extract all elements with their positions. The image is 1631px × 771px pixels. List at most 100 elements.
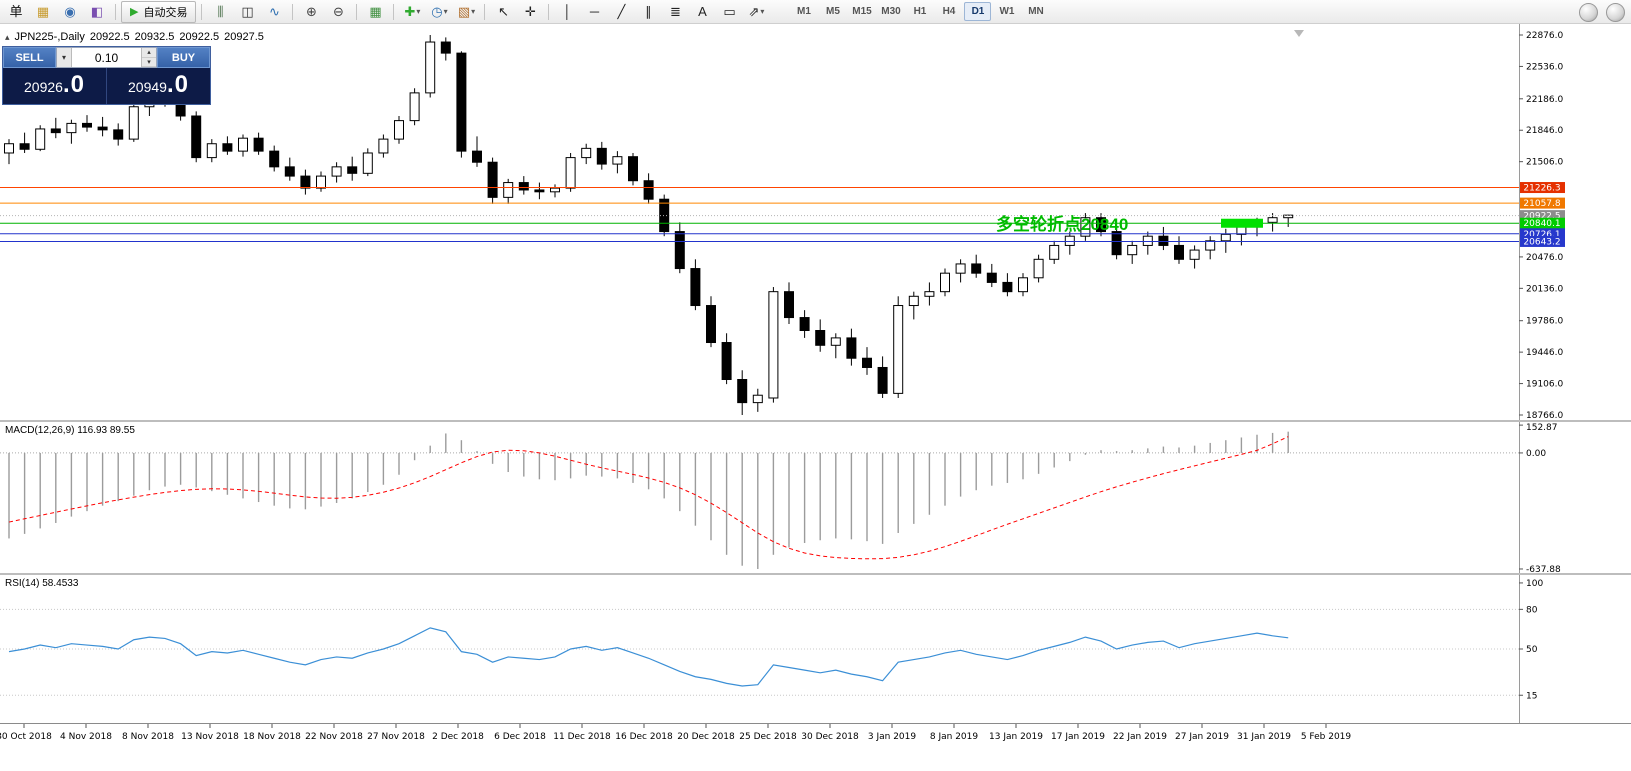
zoom-in-icon[interactable]: ⊕ bbox=[298, 2, 324, 22]
cursor-tool-icon[interactable]: ↖ bbox=[490, 2, 516, 22]
bar-chart-mode-icon[interactable]: ⫼ bbox=[207, 2, 233, 22]
timeframe-button-m30[interactable]: M30 bbox=[881, 6, 901, 17]
candle-body bbox=[82, 122, 92, 128]
templates-button-dropdown-icon[interactable]: ▾ bbox=[471, 6, 476, 16]
text-tool-icon[interactable]: A bbox=[689, 2, 715, 22]
crosshair-tool-icon[interactable]: ✛ bbox=[517, 2, 543, 22]
indicators-button-dropdown-icon[interactable]: ▾ bbox=[416, 6, 421, 16]
candle-body bbox=[1267, 217, 1278, 223]
candle-body bbox=[940, 272, 950, 293]
candle-body bbox=[316, 175, 326, 189]
new-chart-icon[interactable]: ▦ bbox=[30, 2, 56, 22]
candle-body bbox=[1096, 217, 1106, 233]
arrows-tool-icon-dropdown-icon[interactable]: ▾ bbox=[760, 6, 765, 16]
timeframe-button-mn[interactable]: MN bbox=[1028, 6, 1044, 17]
volume-control: ▾ 0.10 ▴ ▾ bbox=[56, 47, 157, 68]
floating-icon-2[interactable] bbox=[1606, 3, 1625, 22]
sell-button[interactable]: SELL bbox=[3, 47, 56, 68]
panel-splitter-1[interactable] bbox=[0, 420, 1631, 422]
timeframe-button-m15[interactable]: M15 bbox=[852, 6, 872, 17]
volume-up-icon[interactable]: ▴ bbox=[142, 48, 156, 58]
new-chart-icon-glyph: ▦ bbox=[36, 4, 50, 19]
volume-down-icon[interactable]: ▾ bbox=[142, 57, 156, 67]
arrows-tool-icon[interactable]: ⇗ ▾ bbox=[743, 2, 769, 22]
templates-button[interactable]: ▧ ▾ bbox=[453, 2, 479, 22]
time-axis-label: 6 Dec 2018 bbox=[494, 732, 546, 742]
floating-icon-1[interactable] bbox=[1579, 3, 1598, 22]
candle-body bbox=[472, 150, 482, 163]
candle-body bbox=[50, 128, 61, 134]
candle-body bbox=[253, 137, 264, 152]
timeframe-button-h1[interactable]: H1 bbox=[913, 6, 927, 17]
fibonacci-tool-icon[interactable]: ≣ bbox=[662, 2, 688, 22]
profiles-icon[interactable]: ◉ bbox=[57, 2, 83, 22]
periods-button-glyph: ◷ bbox=[431, 4, 443, 19]
time-axis-label: 31 Jan 2019 bbox=[1237, 732, 1291, 742]
chart-shift-marker bbox=[1294, 30, 1304, 37]
fibonacci-tool-icon-glyph: ≣ bbox=[670, 4, 681, 19]
vertical-line-tool-icon[interactable]: │ bbox=[554, 2, 580, 22]
candle-body bbox=[66, 122, 77, 134]
macd-signal-line bbox=[8, 436, 1289, 560]
channel-tool-icon[interactable]: ∥ bbox=[635, 2, 661, 22]
price-tag bbox=[1520, 228, 1565, 240]
periods-button-dropdown-icon[interactable]: ▾ bbox=[443, 6, 448, 16]
line-chart-mode-icon[interactable]: ∿ bbox=[261, 2, 287, 22]
periods-button[interactable]: ◷ ▾ bbox=[426, 2, 452, 22]
trendline-tool-icon[interactable]: ╱ bbox=[608, 2, 634, 22]
rsi-axis-label: 80 bbox=[1526, 605, 1538, 615]
candle-body bbox=[768, 291, 779, 399]
candle-body bbox=[1002, 281, 1013, 293]
toolbar-separator bbox=[356, 3, 358, 20]
timeframe-button-w1[interactable]: W1 bbox=[999, 6, 1015, 17]
indicators-button[interactable]: ✚ ▾ bbox=[399, 2, 425, 22]
volume-value[interactable]: 0.10 bbox=[94, 50, 119, 65]
time-axis-label: 27 Jan 2019 bbox=[1175, 732, 1229, 742]
zoom-in-icon-glyph: ⊕ bbox=[306, 4, 317, 19]
rsi-canvas[interactable]: 100 80 50 15 bbox=[0, 575, 1631, 723]
candle-body bbox=[565, 157, 576, 189]
candle-body bbox=[425, 41, 436, 94]
market-watch-icon-glyph: ◧ bbox=[90, 4, 104, 19]
tile-windows-icon-glyph: ▦ bbox=[369, 4, 382, 19]
rsi-axis-label: 15 bbox=[1526, 691, 1537, 701]
candlestick-mode-icon[interactable]: ◫ bbox=[234, 2, 260, 22]
buy-button[interactable]: BUY bbox=[157, 47, 210, 68]
macd-canvas[interactable]: 152.87 0.00 -637.88 bbox=[0, 422, 1631, 573]
zoom-out-icon[interactable]: ⊖ bbox=[325, 2, 351, 22]
text-tool-icon-glyph: A bbox=[698, 4, 707, 19]
timeframe-button-m5[interactable]: M5 bbox=[826, 6, 840, 17]
arrows-tool-icon-glyph: ⇗ bbox=[748, 4, 760, 19]
volume-dropdown-icon[interactable]: ▾ bbox=[57, 48, 72, 67]
price-tag-label: 20643.2 bbox=[1523, 237, 1560, 247]
tile-windows-icon[interactable]: ▦ bbox=[362, 2, 388, 22]
candle-body bbox=[737, 379, 748, 404]
horizontal-line-tool-icon[interactable]: ─ bbox=[581, 2, 607, 22]
auto-trading-button[interactable]: ▶ 自动交易 bbox=[121, 0, 197, 23]
crosshair-tool-icon-glyph: ✛ bbox=[525, 4, 536, 19]
candle-body bbox=[846, 337, 857, 359]
price-axis-label: 19446.0 bbox=[1526, 348, 1563, 358]
market-watch-icon[interactable]: ◧ bbox=[84, 2, 110, 22]
candle-body bbox=[394, 120, 404, 140]
candle-body bbox=[1189, 249, 1200, 260]
rsi-axis-label: 50 bbox=[1526, 645, 1538, 655]
timeframe-button-d1[interactable]: D1 bbox=[964, 2, 992, 21]
candle-body bbox=[440, 41, 451, 54]
label-tool-icon[interactable]: ▭ bbox=[716, 2, 742, 22]
candle-body bbox=[877, 366, 888, 394]
horizontal-line-tool-icon-glyph: ─ bbox=[589, 4, 600, 19]
candle-body bbox=[1080, 217, 1091, 237]
timeframe-button-m1[interactable]: M1 bbox=[797, 6, 811, 17]
macd-panel: 152.87 0.00 -637.88 MACD(12,26,9) 116.93 8… bbox=[0, 422, 1631, 573]
time-axis[interactable]: 30 Oct 2018 4 Nov 2018 8 Nov 2018 13 Nov 20… bbox=[0, 723, 1631, 747]
price-chart-canvas[interactable]: 22876.0 22536.0 22186.0 21846.0 21506.0 20476… bbox=[0, 24, 1631, 420]
sell-price-small: 20926 bbox=[24, 79, 63, 95]
candle-body bbox=[815, 330, 826, 346]
candle-body bbox=[269, 150, 280, 168]
panel-splitter-2[interactable] bbox=[0, 573, 1631, 575]
new-order-button[interactable]: 单 bbox=[3, 2, 29, 22]
timeframe-button-h4[interactable]: H4 bbox=[942, 6, 956, 17]
volume-spinner[interactable]: ▴ ▾ bbox=[141, 48, 156, 67]
time-axis-label: 8 Nov 2018 bbox=[122, 732, 174, 742]
